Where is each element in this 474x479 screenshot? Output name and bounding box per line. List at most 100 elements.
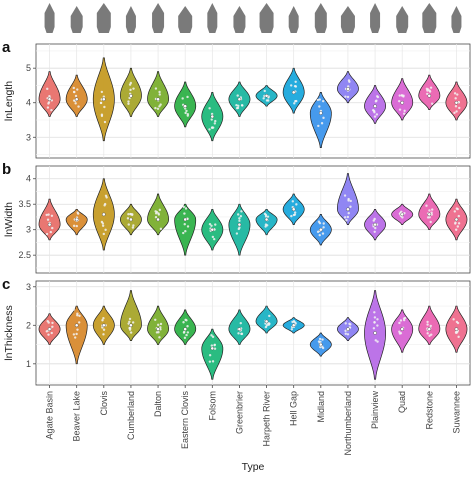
sample-point [45,232,49,236]
violin-cumberland [119,290,142,342]
sample-point [74,336,77,339]
violin-redstone [418,193,441,231]
violin-quad [391,309,414,353]
sample-point [399,319,403,322]
sample-point [213,122,217,125]
sample-point [344,332,347,335]
median-point [156,217,160,222]
sample-point [102,328,106,331]
sample-point [454,97,457,100]
sample-point [186,225,190,228]
sample-point [50,214,54,217]
sample-point [263,212,267,216]
median-point [183,217,187,222]
sample-point [128,320,131,323]
sample-point [317,220,321,223]
sample-point [317,124,320,128]
sample-point [344,329,347,333]
median-point [373,331,377,335]
y-tick-label: 3 [26,225,31,235]
sample-point [295,99,298,103]
sample-point [186,113,190,116]
sample-point [211,235,215,239]
sample-point [155,210,159,214]
sample-point [318,337,322,341]
sample-point [210,126,214,129]
x-tick-label: Suwannee [451,391,461,434]
median-point [210,114,215,119]
sample-point [373,230,376,233]
sample-point [47,102,50,105]
sample-point [210,224,213,228]
sample-point [103,204,106,207]
sample-point [343,216,347,219]
sample-point [154,87,158,90]
sample-point [238,217,241,220]
sample-point [240,332,243,336]
sample-point [105,196,108,199]
sample-point [211,360,215,363]
sample-point [75,224,78,228]
violin-agate-basin [38,198,61,241]
sample-point [208,107,211,110]
sample-point [157,213,161,216]
sample-point [154,216,158,219]
sample-point [264,223,268,226]
sample-point [102,232,105,236]
projectile-point-icon [207,3,218,33]
sample-point [183,223,186,226]
sample-point [316,98,320,102]
sample-point [159,328,162,331]
sample-point [159,326,162,329]
projectile-point-icon [422,3,437,33]
sample-point [346,215,350,219]
median-point [47,97,52,102]
sample-point [372,327,376,330]
sample-point [295,203,298,206]
sample-point [210,334,213,337]
sample-point [456,207,459,211]
sample-point [49,230,53,234]
sample-point [376,324,379,327]
sample-point [426,332,429,335]
violin-redstone [418,305,441,345]
sample-point [237,227,241,231]
sample-point [456,225,460,228]
sample-point [262,97,265,100]
median-point [210,227,215,232]
sample-point [346,95,350,99]
sample-point [453,92,457,95]
median-point [319,342,323,347]
sample-point [132,87,135,90]
sample-point [159,322,163,326]
sample-point [239,321,242,325]
sample-point [103,105,106,109]
sample-point [343,194,347,197]
sample-point [72,333,76,336]
sample-point [347,85,350,88]
sample-point [127,102,130,105]
sample-point [426,88,430,91]
median-point [74,323,79,328]
sample-point [51,325,54,328]
sample-point [100,113,104,116]
violin-greenbrier [228,309,251,345]
sample-point [320,122,324,125]
median-point [400,212,404,217]
sample-point [48,94,51,98]
sample-point [430,213,433,216]
sample-point [347,197,350,201]
sample-point [457,214,460,218]
sample-point [428,209,431,212]
violin-folsom [201,328,224,380]
sample-point [185,319,188,322]
sample-point [186,331,190,334]
sample-point [159,103,162,106]
sample-point [126,217,130,220]
sample-point [289,84,293,87]
projectile-point-icon [396,6,409,33]
sample-point [101,222,105,225]
sample-point [131,321,135,324]
sample-point [213,237,216,241]
